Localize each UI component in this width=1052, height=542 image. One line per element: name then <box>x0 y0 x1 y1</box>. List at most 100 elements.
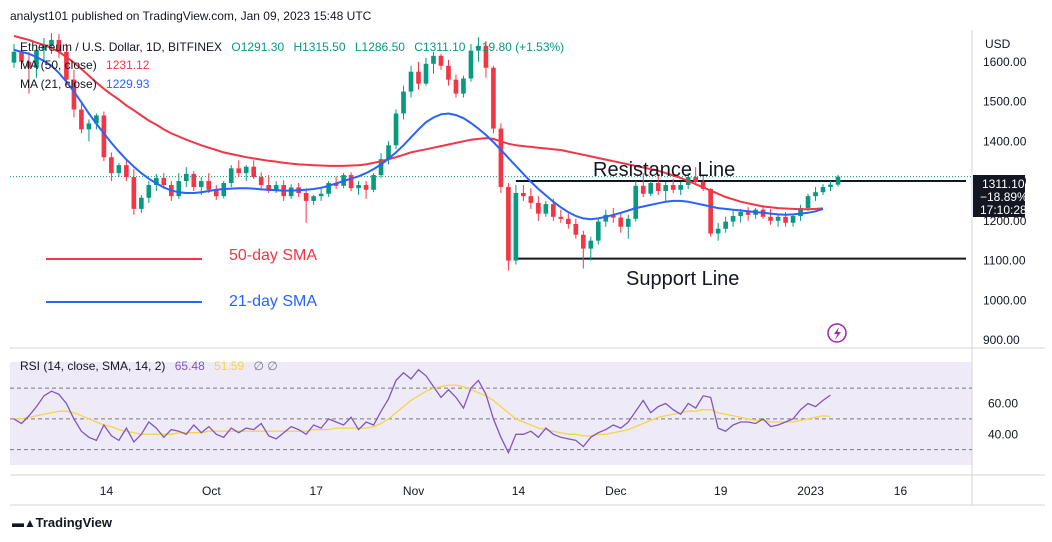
ohlc-close: C1311.10 <box>414 40 465 54</box>
candle <box>356 185 361 189</box>
candle <box>506 187 511 261</box>
candle <box>386 145 391 160</box>
candle <box>633 185 639 219</box>
candle <box>124 165 129 178</box>
candle <box>700 181 706 189</box>
main-pane[interactable] <box>10 30 972 348</box>
ohlc-low: L1286.50 <box>355 40 405 54</box>
candle <box>34 49 39 68</box>
time-tick-label: 17 <box>310 484 324 498</box>
candle <box>56 39 62 52</box>
candle <box>213 189 219 197</box>
candle <box>603 214 609 222</box>
candle <box>139 197 144 209</box>
candle <box>461 78 466 94</box>
candle <box>618 217 624 227</box>
candle <box>318 193 324 197</box>
candle <box>580 234 586 249</box>
candle <box>266 185 272 191</box>
candle <box>640 185 646 194</box>
candle <box>251 166 257 178</box>
candle <box>311 196 316 201</box>
candle <box>498 128 504 188</box>
candle <box>790 216 796 223</box>
candle <box>326 183 331 194</box>
candle <box>558 216 564 219</box>
price-tick-label: 1500.00 <box>983 95 1027 109</box>
main-price-plot <box>10 33 972 271</box>
time-tick-label: Oct <box>202 484 221 498</box>
candle <box>588 240 594 249</box>
candle <box>715 228 721 234</box>
symbol-name: Ethereum / U.S. Dollar, 1D, BITFINEX <box>20 40 222 54</box>
candle <box>378 159 384 176</box>
last-price-change: −18.89% <box>980 190 1028 204</box>
candle <box>521 192 526 197</box>
candle <box>431 55 436 64</box>
candle <box>228 168 234 184</box>
candle <box>573 223 579 235</box>
candle <box>146 185 152 198</box>
time-tick-label: 14 <box>100 484 114 498</box>
candle <box>595 221 601 241</box>
ma50-legend[interactable]: MA (50, close) 1231.12 <box>20 58 150 72</box>
time-tick-label: 19 <box>714 484 728 498</box>
rsi-legend-value: 65.48 <box>175 359 205 373</box>
candle <box>468 50 474 79</box>
ohlc-change: +19.80 (+1.53%) <box>475 40 564 54</box>
rsi-plot <box>10 368 972 455</box>
ma21-legend[interactable]: MA (21, close) 1229.93 <box>20 77 150 91</box>
rsi-legend[interactable]: RSI (14, close, SMA, 14, 2) 65.48 51.59 … <box>20 359 278 373</box>
candle <box>79 109 84 130</box>
candle <box>663 185 669 191</box>
candle <box>730 216 736 222</box>
candle <box>813 192 818 197</box>
currency-label: USD <box>985 37 1011 51</box>
candle <box>446 65 451 80</box>
lightning-icon[interactable] <box>827 323 847 343</box>
price-tick-label: 1100.00 <box>983 254 1026 268</box>
tradingview-logo-icon: ▬▲ <box>12 516 36 530</box>
candle <box>768 216 773 221</box>
symbol-line[interactable]: Ethereum / U.S. Dollar, 1D, BITFINEX O12… <box>20 40 564 54</box>
candle <box>116 165 122 174</box>
candle <box>491 67 496 129</box>
resistance-line-label: Resistance Line <box>593 159 735 181</box>
candle <box>783 216 788 223</box>
last-price-tag: 1311.10 −18.89% 17:10:28 <box>973 175 1028 217</box>
candle <box>49 39 54 46</box>
candle <box>610 214 616 218</box>
candle <box>476 45 481 51</box>
candle <box>835 176 841 185</box>
candle <box>258 177 264 186</box>
candle <box>543 204 549 214</box>
rsi-legend-label: RSI (14, close, SMA, 14, 2) <box>20 359 165 373</box>
candle <box>94 115 99 124</box>
candle <box>206 181 212 190</box>
candle <box>693 177 698 182</box>
candle <box>273 185 279 191</box>
candle <box>348 175 354 189</box>
rsi-sma-legend-value: 51.59 <box>214 359 244 373</box>
ma50-legend-value: 1231.12 <box>106 58 150 72</box>
sma21-legend-text: 21-day SMA <box>229 293 317 310</box>
axes: 1600.001500.001400.001300.001200.001100.… <box>100 55 1027 498</box>
candle <box>423 63 429 84</box>
support-line-label: Support Line <box>626 268 739 290</box>
candle <box>243 166 249 174</box>
time-tick-label: Dec <box>605 484 626 498</box>
candle <box>86 123 92 130</box>
candle <box>438 55 444 66</box>
candle <box>536 202 541 214</box>
candle <box>191 173 197 188</box>
tradingview-logo[interactable]: ▬▲ TradingView <box>12 515 112 530</box>
candle <box>131 177 137 209</box>
sma50-line <box>13 35 824 211</box>
candle <box>798 208 803 217</box>
rsi-band-background <box>10 362 972 465</box>
candle <box>101 115 107 158</box>
candle <box>723 221 728 229</box>
candle <box>363 185 369 190</box>
candle <box>71 79 77 110</box>
